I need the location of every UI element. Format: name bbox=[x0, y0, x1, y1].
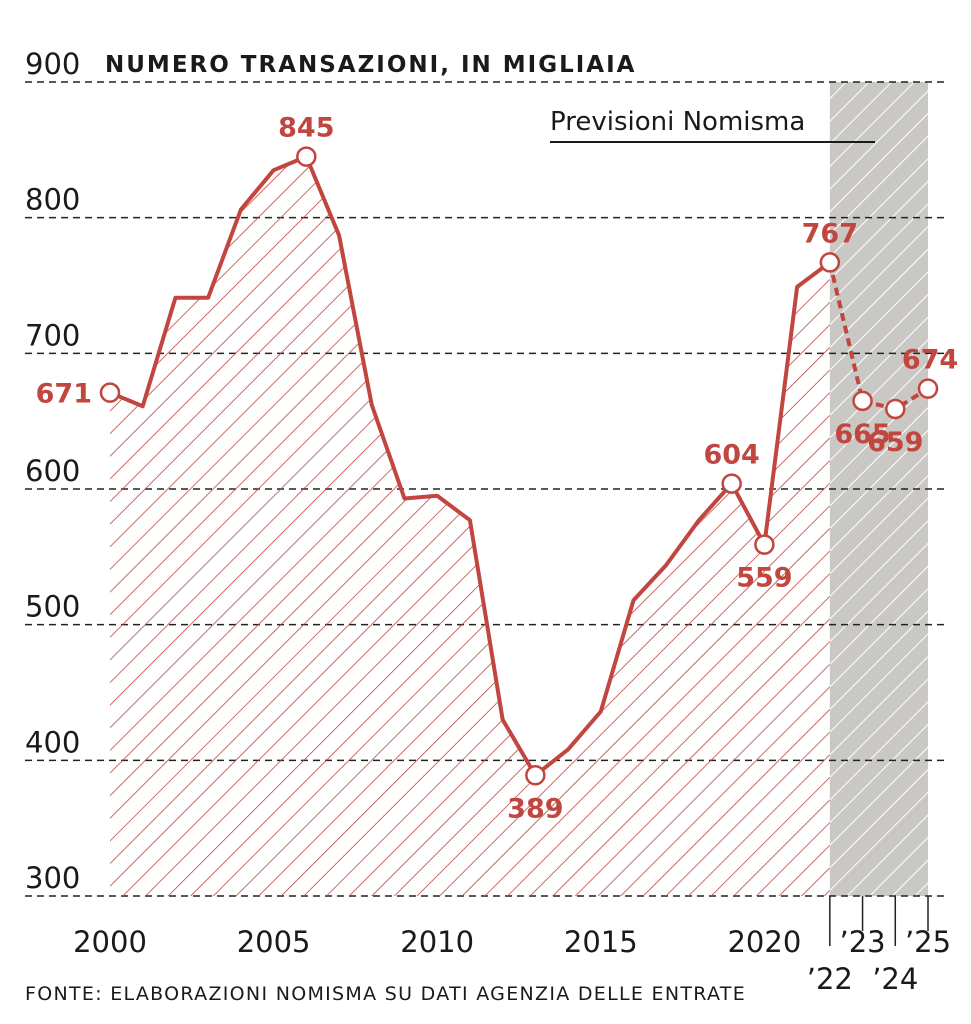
value-label: 671 bbox=[36, 379, 92, 410]
y-tick-label: 800 bbox=[25, 183, 80, 217]
value-label: 389 bbox=[507, 793, 563, 824]
point-marker bbox=[885, 398, 906, 420]
x-tick-label: ’22 bbox=[807, 962, 853, 996]
x-tick-label: 2010 bbox=[400, 925, 474, 959]
y-tick-label: 900 bbox=[25, 47, 80, 81]
chart-title: NUMERO TRANSAZIONI, IN MIGLIAIA bbox=[105, 52, 636, 78]
y-tick-label: 700 bbox=[25, 318, 80, 352]
source: FONTE: ELABORAZIONI NOMISMA SU DATI AGEN… bbox=[25, 983, 746, 1005]
value-label: 674 bbox=[902, 345, 958, 376]
point-marker bbox=[754, 534, 775, 555]
y-tick-label: 600 bbox=[25, 454, 80, 488]
x-tick-label: ’23 bbox=[839, 925, 885, 959]
value-label: 604 bbox=[703, 440, 759, 471]
point-marker bbox=[525, 765, 546, 786]
point-marker bbox=[852, 390, 873, 412]
x-tick-label: 2005 bbox=[237, 925, 311, 959]
forecast-line bbox=[827, 261, 930, 412]
point-marker bbox=[721, 473, 742, 494]
y-tick-label: 400 bbox=[25, 725, 80, 759]
point-marker bbox=[819, 252, 841, 273]
value-label: 767 bbox=[802, 218, 858, 249]
value-label: 845 bbox=[278, 113, 334, 144]
value-label: 665 bbox=[834, 419, 890, 450]
x-tick-label: 2000 bbox=[73, 925, 147, 959]
x-tick-label: 2015 bbox=[564, 925, 638, 959]
annotation: Previsioni Nomisma bbox=[550, 107, 805, 137]
value-label: 559 bbox=[736, 563, 792, 594]
point-marker bbox=[99, 382, 121, 403]
point-marker bbox=[296, 146, 317, 167]
x-tick-label: 2020 bbox=[727, 925, 801, 959]
x-tick-label: ’25 bbox=[905, 925, 951, 959]
y-tick-label: 300 bbox=[25, 861, 80, 895]
x-tick-label: ’24 bbox=[872, 962, 918, 996]
y-tick-label: 500 bbox=[25, 590, 80, 624]
line bbox=[109, 154, 832, 778]
value-label: 659 bbox=[867, 427, 923, 458]
point-marker bbox=[917, 378, 939, 399]
